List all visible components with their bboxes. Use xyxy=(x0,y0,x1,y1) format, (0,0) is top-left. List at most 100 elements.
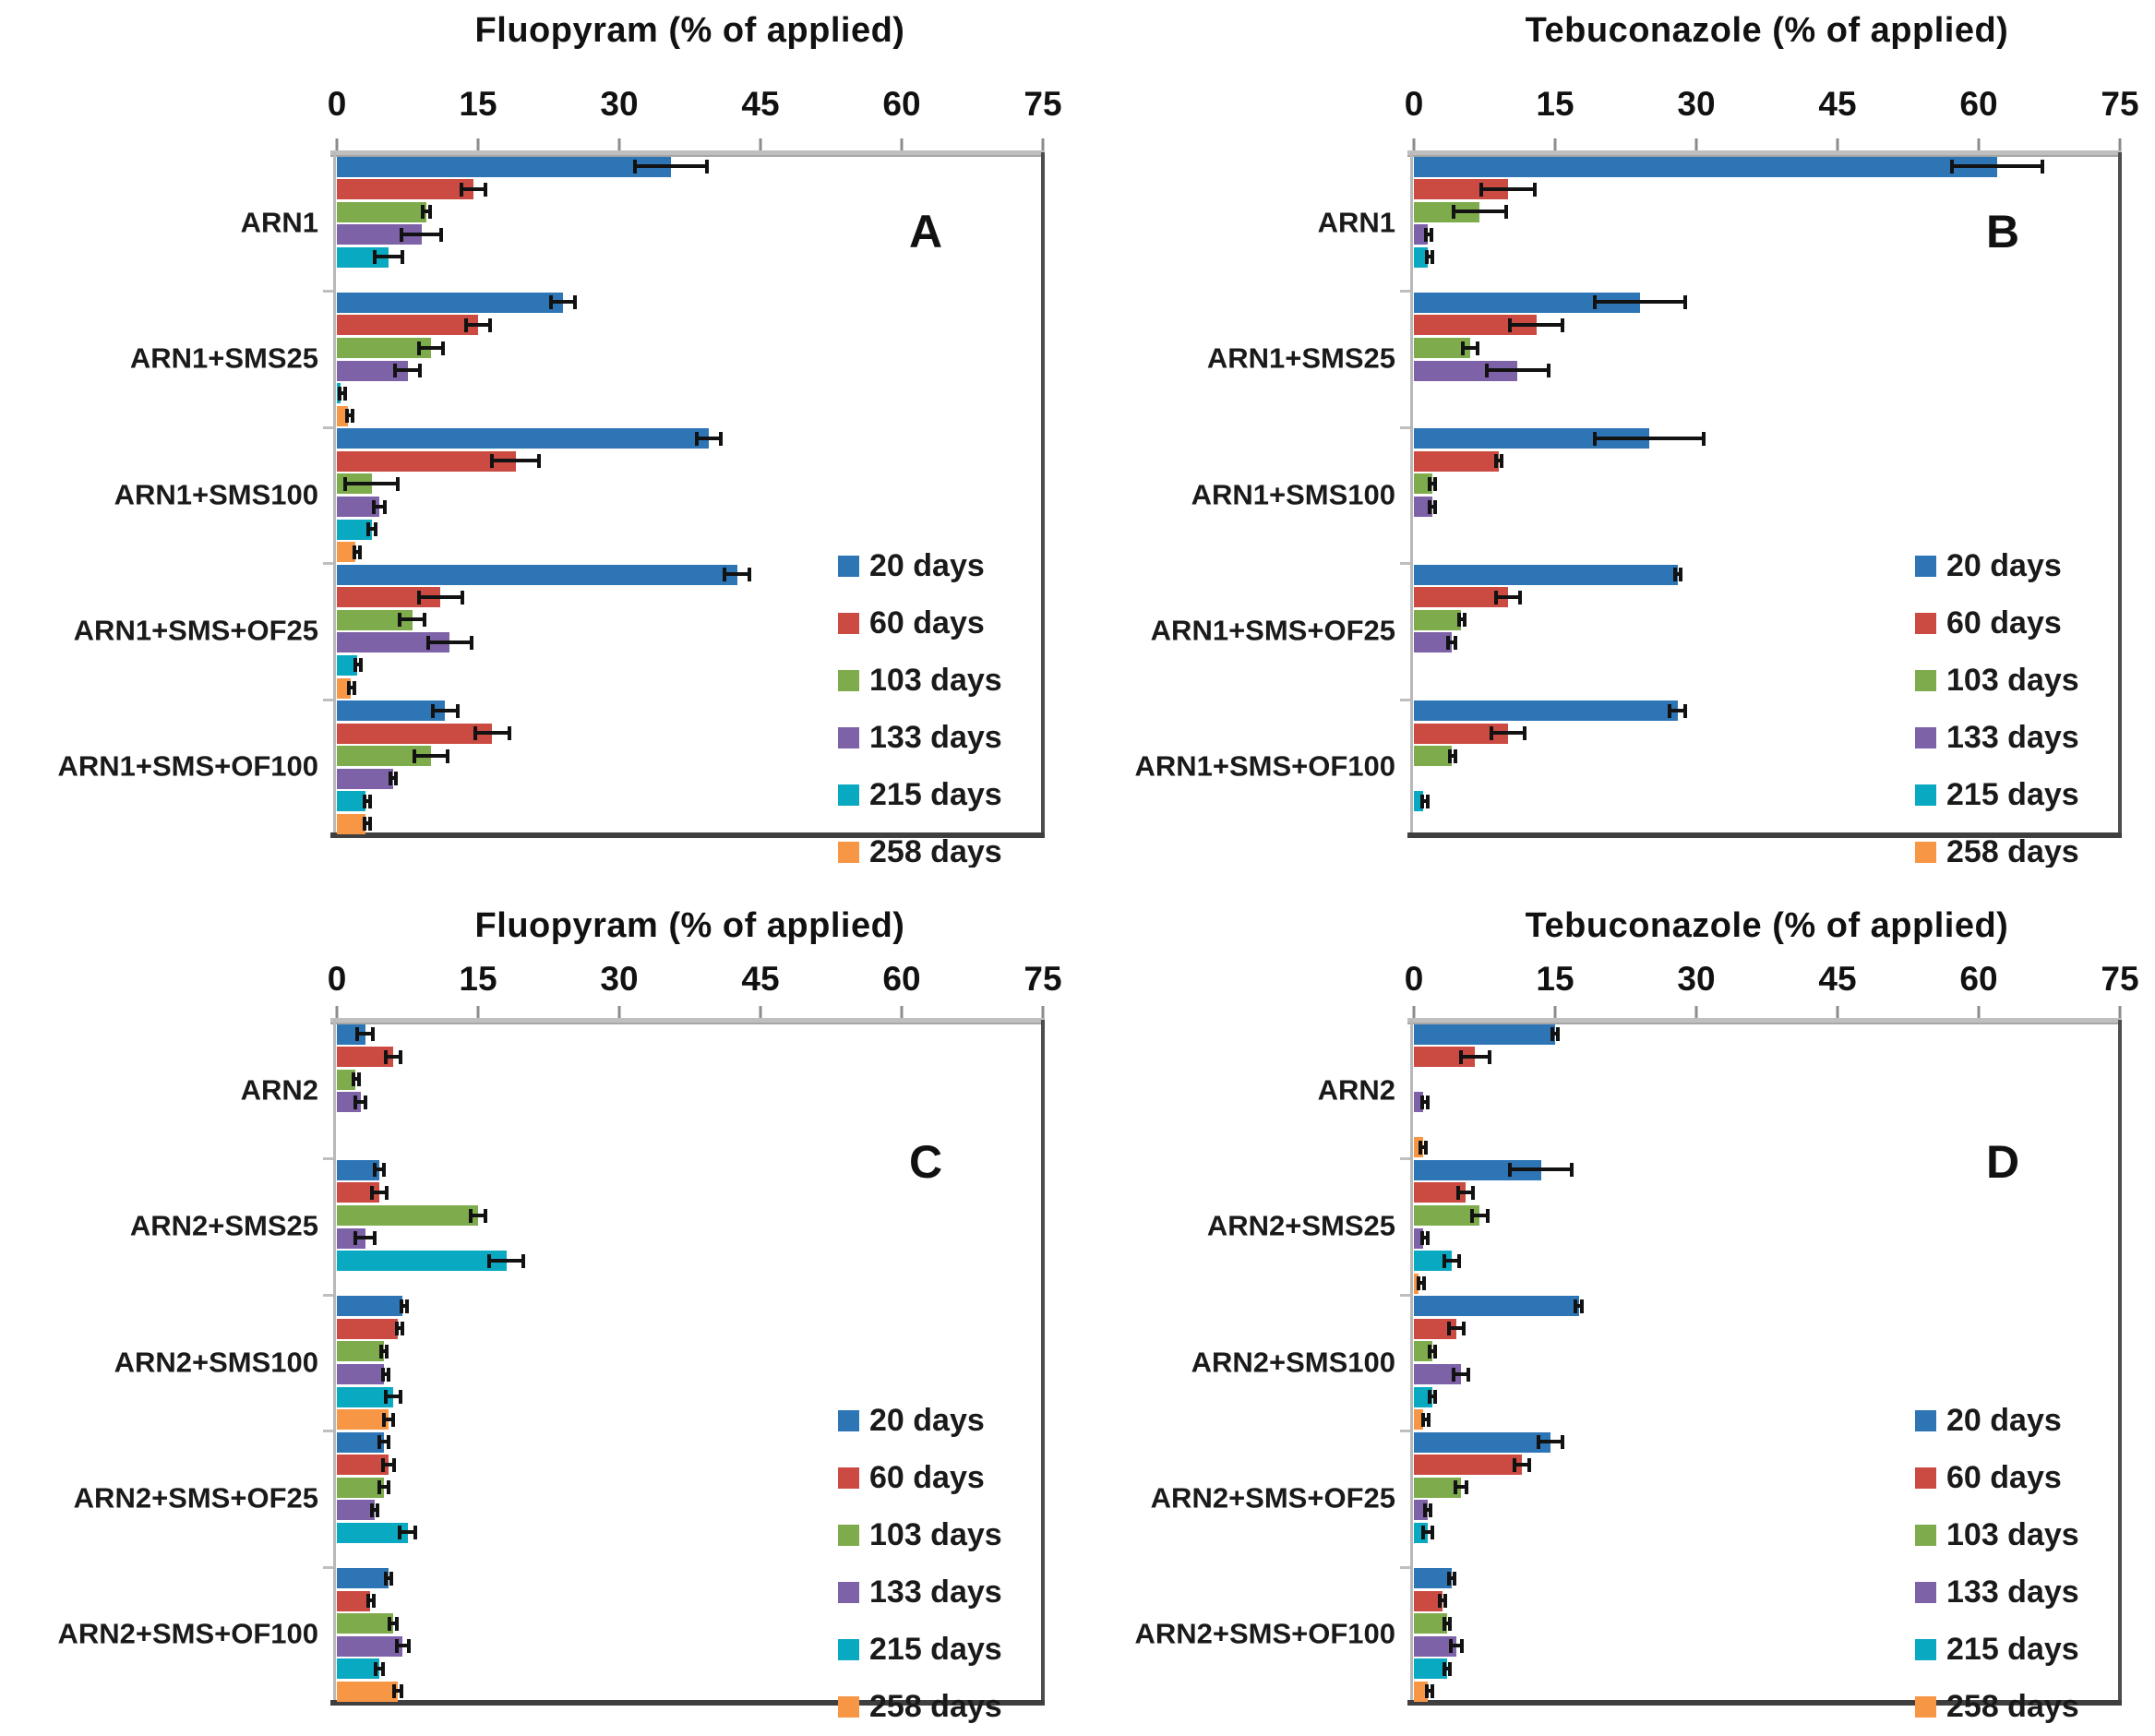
group-boundary-tick xyxy=(1400,1293,1410,1297)
error-bar xyxy=(1574,1299,1584,1313)
error-bar xyxy=(723,568,751,582)
x-tick-label: 75 xyxy=(1024,85,1062,123)
bar xyxy=(337,1251,507,1272)
error-bar xyxy=(371,499,388,514)
bar xyxy=(1414,746,1452,767)
bar xyxy=(337,315,478,336)
error-bar-line xyxy=(726,572,748,577)
error-bar xyxy=(1420,1231,1431,1246)
category-label: ARN2+SMS100 xyxy=(114,1346,318,1379)
error-bar-line xyxy=(552,300,574,305)
x-axis-line xyxy=(1407,1018,2122,1024)
error-bar xyxy=(400,1299,410,1313)
error-bar-line xyxy=(1451,753,1454,758)
error-bar xyxy=(1421,1526,1435,1540)
x-tick-label: 45 xyxy=(741,960,780,998)
bar xyxy=(1414,338,1471,359)
legend-swatch xyxy=(1915,784,1936,806)
error-bar xyxy=(1451,1367,1471,1382)
legend-swatch xyxy=(838,612,859,634)
x-tick-mark xyxy=(1041,1006,1045,1018)
error-bar-line xyxy=(1459,1190,1472,1194)
x-tick-label: 30 xyxy=(600,85,639,123)
x-tick-label: 60 xyxy=(882,85,921,123)
error-bar xyxy=(384,1049,403,1064)
error-bar-line xyxy=(382,1348,386,1353)
x-axis-line xyxy=(330,1018,1045,1024)
error-bar-line xyxy=(1676,572,1679,577)
error-bar-line xyxy=(357,663,360,667)
category-label: ARN1+SMS100 xyxy=(114,478,318,511)
category-label: ARN2+SMS25 xyxy=(129,1209,318,1242)
group-boundary-tick xyxy=(323,1565,333,1569)
bar xyxy=(337,632,450,653)
legend-item: 258 days xyxy=(838,1678,1069,1735)
error-bar xyxy=(373,1661,385,1676)
bar xyxy=(337,179,473,200)
category-label: ARN2+SMS100 xyxy=(1191,1346,1395,1379)
legend-swatch xyxy=(838,841,859,863)
error-bar xyxy=(1592,295,1687,310)
error-bar-line xyxy=(373,1190,386,1194)
group-boundary-tick xyxy=(323,1293,333,1297)
legend-label: 215 days xyxy=(1946,776,2079,812)
error-bar xyxy=(416,341,446,355)
error-bar xyxy=(1428,1344,1438,1359)
error-bar xyxy=(1508,1163,1574,1178)
panel-d-letter: D xyxy=(1986,1136,2020,1188)
error-bar-line xyxy=(356,549,359,554)
error-bar xyxy=(1446,1322,1467,1336)
error-bar-line xyxy=(401,1530,413,1535)
error-bar xyxy=(355,1027,375,1041)
error-bar xyxy=(463,317,493,332)
error-bar-line xyxy=(388,1395,400,1399)
bar xyxy=(1414,1635,1456,1657)
error-bar-line xyxy=(1429,1689,1431,1694)
error-bar xyxy=(1442,1661,1452,1676)
bar xyxy=(1414,564,1678,585)
error-bar-line xyxy=(376,255,401,259)
error-bar-line xyxy=(1553,1032,1557,1036)
legend-swatch xyxy=(838,1695,859,1718)
legend-item: 215 days xyxy=(1915,1621,2146,1678)
bar xyxy=(337,1047,394,1068)
error-bar xyxy=(473,726,511,741)
bar xyxy=(337,1431,384,1453)
legend-swatch xyxy=(1915,1581,1936,1603)
group-boundary-tick xyxy=(1400,1157,1410,1161)
error-bar-line xyxy=(467,322,489,327)
legend-item: 20 days xyxy=(838,1392,1069,1449)
legend-label: 103 days xyxy=(1946,1516,2079,1552)
bar xyxy=(1414,156,1998,177)
error-bar-line xyxy=(1441,1598,1443,1603)
error-bar xyxy=(398,613,426,628)
legend: 20 days 60 days 103 days 133 days 215 days 25… xyxy=(838,537,1069,868)
error-bar xyxy=(395,1322,405,1336)
group-boundary-tick xyxy=(323,290,333,293)
legend-label: 258 days xyxy=(1946,833,2079,868)
error-bar xyxy=(1420,1095,1431,1109)
error-bar xyxy=(380,1367,390,1382)
error-bar-line xyxy=(491,1258,521,1263)
error-bar xyxy=(1592,431,1706,446)
legend-item: 258 days xyxy=(838,823,1069,868)
error-bar xyxy=(1421,1412,1431,1427)
x-tick-label: 60 xyxy=(1959,960,1998,998)
x-tick-mark xyxy=(1412,1006,1416,1018)
error-bar xyxy=(353,1095,367,1109)
error-bar xyxy=(416,590,464,605)
bar xyxy=(337,1318,399,1339)
panel-d: Tebuconazole (% of applied) D 0 15 30 45 60 7… xyxy=(1077,868,2155,1736)
error-bar xyxy=(548,295,578,310)
bar xyxy=(1414,497,1433,517)
error-bar-line xyxy=(1456,1485,1466,1490)
legend-item: 258 days xyxy=(1915,1678,2146,1735)
error-bar-line xyxy=(1424,1099,1427,1104)
error-bar-line xyxy=(1512,1167,1571,1172)
error-bar xyxy=(1508,317,1565,332)
error-bar-line xyxy=(384,1462,393,1467)
error-bar xyxy=(372,250,405,265)
x-tick-label: 30 xyxy=(1677,960,1716,998)
error-bar xyxy=(1420,794,1431,808)
panel-a-title: Fluopyram (% of applied) xyxy=(474,11,905,50)
